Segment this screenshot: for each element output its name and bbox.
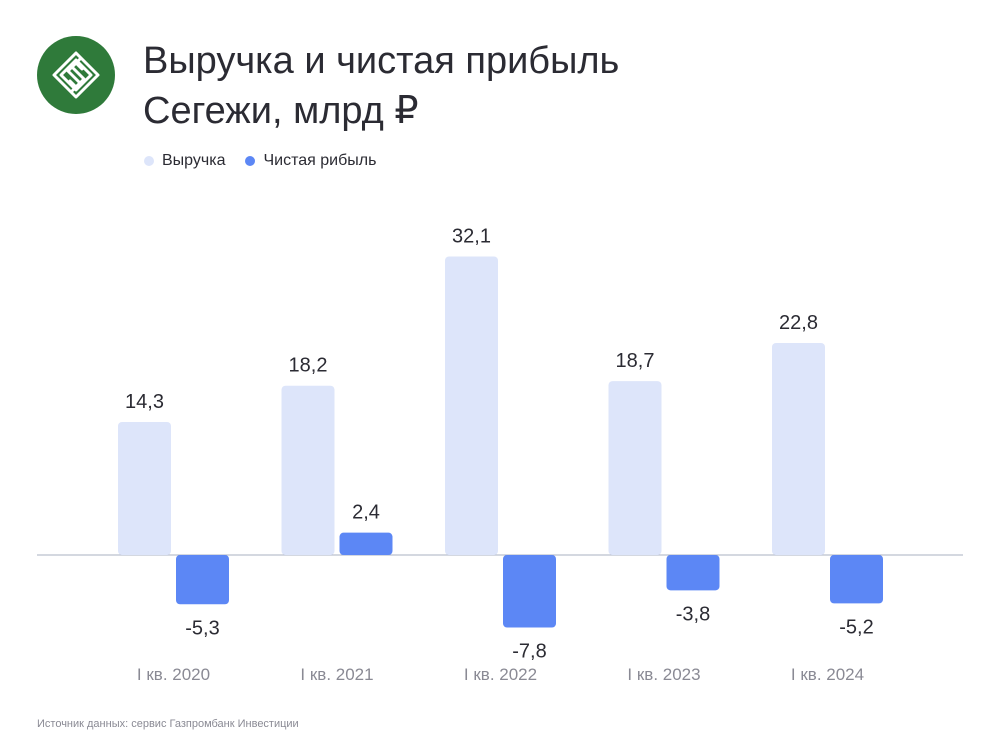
net-profit-value-label: -7,8 [512,641,546,663]
x-tick-label: I кв. 2021 [300,665,373,684]
chart-title-line-2: Сегежи, млрд ₽ [143,90,419,132]
revenue-bar [772,342,825,555]
legend-label-revenue: Выручка [162,152,226,169]
revenue-value-label: 14,3 [125,391,164,413]
segezha-logo-icon [52,51,100,99]
legend-item-net-profit: Чистая рибыль [245,152,376,170]
chart-title-line-1: Выручка и чистая прибыль [143,40,620,82]
revenue-value-label: 18,2 [289,355,328,377]
net-profit-value-label: -5,3 [185,617,219,639]
revenue-bar [281,385,335,555]
company-logo [37,36,115,114]
revenue-value-label: 32,1 [452,225,491,247]
legend-item-revenue: Выручка [144,152,225,170]
chart-title: Выручка и чистая прибыль Сегежи, млрд ₽ [143,36,619,136]
net-profit-value-label: 2,4 [352,502,380,524]
revenue-bar [118,422,171,555]
net-profit-bar [176,555,229,605]
x-tick-label: I кв. 2024 [791,665,864,684]
revenue-bar [445,256,498,555]
net-profit-bar [339,532,393,555]
chart-legend: Выручка Чистая рибыль [144,152,376,170]
revenue-bar [608,381,662,555]
net-profit-value-label: -5,2 [839,616,873,638]
data-source-note: Источник данных: сервис Газпромбанк Инве… [37,718,299,730]
net-profit-bar [503,555,556,628]
net-profit-bar [666,555,720,591]
x-tick-label: I кв. 2023 [627,665,700,684]
net-profit-value-label: -3,8 [676,603,710,625]
legend-swatch-net-profit [245,156,256,166]
legend-label-net-profit: Чистая рибыль [263,152,377,169]
revenue-value-label: 18,7 [616,350,655,372]
revenue-value-label: 22,8 [779,312,818,334]
net-profit-bar [830,555,883,604]
x-tick-label: I кв. 2020 [137,665,210,684]
x-tick-label: I кв. 2022 [464,665,537,684]
legend-swatch-revenue [144,156,154,166]
